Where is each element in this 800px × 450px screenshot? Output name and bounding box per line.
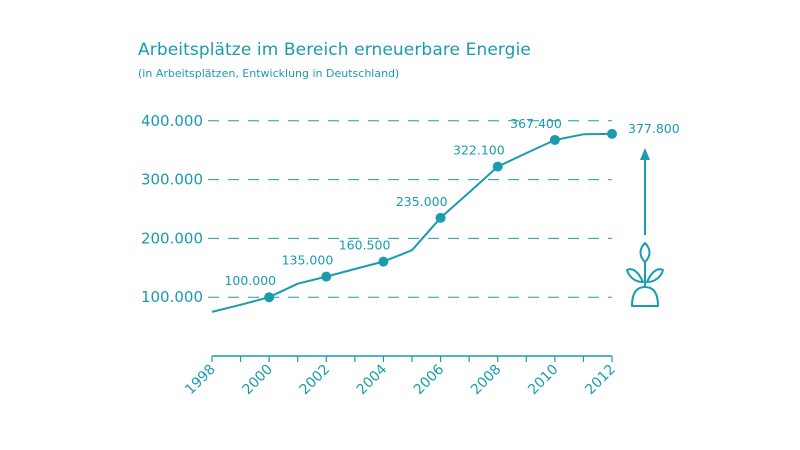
data-label: 100.000 [224, 273, 276, 288]
y-tick-label: 100.000 [141, 288, 203, 306]
data-label: 160.500 [339, 238, 391, 253]
chart-title: Arbeitsplätze im Bereich erneuerbare Ene… [138, 40, 531, 60]
x-tick-label: 2008 [468, 362, 505, 399]
x-tick-label: 1998 [182, 362, 219, 399]
data-point [264, 292, 275, 303]
data-point [378, 256, 389, 267]
data-point [492, 161, 503, 172]
data-label: 367.400 [510, 116, 562, 131]
x-tick-label: 2002 [297, 362, 334, 399]
y-tick-label: 300.000 [141, 171, 203, 189]
x-tick-label: 2012 [582, 362, 619, 399]
data-label: 377.800 [628, 121, 680, 136]
y-tick-label: 200.000 [141, 229, 203, 247]
x-axis: 1998 2000 2002 2004 2006 2008 2010 2012 [182, 355, 619, 399]
series-line [211, 132, 613, 313]
x-tick-label: 2000 [239, 362, 276, 399]
data-point [435, 212, 446, 223]
data-label: 322.100 [453, 143, 505, 158]
up-arrow-icon [640, 148, 650, 235]
data-labels: 100.000 135.000 160.500 235.000 322.100 367.4… [224, 116, 679, 288]
sprout-icon [626, 242, 664, 307]
x-tick-label: 2004 [354, 361, 391, 398]
y-tick-label: 400.000 [141, 112, 203, 130]
chart-subtitle: (in Arbeitsplätzen, Entwicklung in Deuts… [138, 67, 400, 80]
x-tick-label: 2010 [525, 362, 562, 399]
x-tick-label: 2006 [411, 361, 448, 398]
series-line-group [211, 132, 613, 313]
data-point [549, 134, 560, 145]
data-label: 235.000 [396, 194, 448, 209]
data-label: 135.000 [282, 253, 334, 268]
grid-lines [208, 120, 612, 298]
data-point [321, 271, 332, 282]
y-axis-ticks: 100.000 200.000 300.000 400.000 [141, 112, 203, 306]
data-markers [264, 128, 617, 303]
data-point [607, 128, 617, 139]
